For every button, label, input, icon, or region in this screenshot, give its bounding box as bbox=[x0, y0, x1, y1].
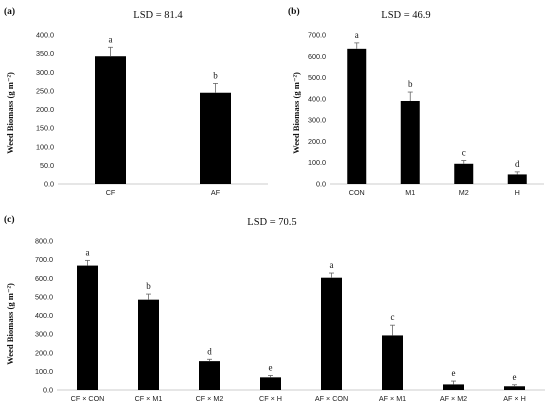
y-tick-label-a: 200.0 bbox=[36, 105, 54, 114]
bar-b-4 bbox=[507, 174, 527, 184]
significance-letter-c-8: e bbox=[513, 372, 517, 382]
bar-b-1 bbox=[347, 48, 367, 185]
bar-a-2 bbox=[200, 92, 231, 184]
y-tick-label-c: 100.0 bbox=[35, 367, 53, 376]
y-axis-label-b: Weed Biomass (g m⁻²) bbox=[291, 72, 301, 154]
bars-c: a CF × CON b CF × M1 d CF × M2 e CF × H a AF × CO… bbox=[71, 247, 526, 403]
bar-c-5 bbox=[321, 277, 342, 390]
bar-b-3 bbox=[454, 163, 474, 184]
y-tick-label-c: 700.0 bbox=[35, 255, 53, 264]
significance-letter-b-3: c bbox=[462, 148, 466, 158]
y-tick-label-a: 350.0 bbox=[36, 49, 54, 58]
chart-panel-a: (a) LSD = 81.4 Weed Biomass (g m⁻²) 0.0 5… bbox=[4, 6, 268, 197]
significance-letter-c-4: e bbox=[269, 362, 273, 372]
significance-letter-b-2: b bbox=[408, 79, 413, 89]
y-tick-label-b: 400.0 bbox=[308, 94, 326, 103]
y-tick-label-c: 800.0 bbox=[35, 237, 53, 246]
y-ticks-a: 0.0 50.0 100.0 150.0 200.0 250.0 300.0 350.0 400… bbox=[36, 31, 54, 189]
y-tick-label-a: 0.0 bbox=[44, 180, 54, 189]
bar-c-2 bbox=[138, 299, 159, 390]
chart-title-b: LSD = 46.9 bbox=[381, 10, 430, 21]
bar-c-8 bbox=[504, 386, 525, 390]
y-axis-label-a: Weed Biomass (g m⁻²) bbox=[5, 72, 15, 154]
bar-c-6 bbox=[382, 335, 403, 390]
y-tick-label-a: 150.0 bbox=[36, 124, 54, 133]
y-tick-label-c: 300.0 bbox=[35, 330, 53, 339]
x-tick-label-c-2: CF × M1 bbox=[135, 394, 163, 403]
significance-letter-c-3: d bbox=[207, 346, 212, 356]
significance-letter-a-2: b bbox=[213, 70, 218, 80]
y-tick-label-b: 500.0 bbox=[308, 73, 326, 82]
significance-letter-a-1: a bbox=[109, 34, 113, 44]
bar-b-2 bbox=[400, 100, 420, 184]
panel-tag-b: (b) bbox=[288, 6, 300, 17]
y-ticks-c: 0.0 100.0 200.0 300.0 400.0 500.0 600.0 700.0 80… bbox=[35, 237, 53, 395]
x-tick-label-c-3: CF × M2 bbox=[196, 394, 224, 403]
chart-title-c: LSD = 70.5 bbox=[247, 217, 296, 228]
y-tick-label-c: 0.0 bbox=[43, 386, 53, 395]
y-tick-label-c: 400.0 bbox=[35, 311, 53, 320]
x-tick-label-c-5: AF × CON bbox=[315, 394, 348, 403]
panel-tag-c: (c) bbox=[4, 214, 15, 225]
y-tick-label-c: 200.0 bbox=[35, 348, 53, 357]
bars-b: a CON b M1 c M2 d H bbox=[347, 30, 527, 197]
y-tick-label-a: 100.0 bbox=[36, 142, 54, 151]
bar-a-1 bbox=[95, 56, 126, 184]
y-tick-label-b: 200.0 bbox=[308, 137, 326, 146]
significance-letter-c-1: a bbox=[86, 247, 90, 257]
x-tick-label-b-1: CON bbox=[349, 188, 365, 197]
x-tick-label-b-2: M1 bbox=[405, 188, 415, 197]
y-tick-label-b: 600.0 bbox=[308, 52, 326, 61]
x-tick-label-b-4: H bbox=[515, 188, 520, 197]
y-tick-label-c: 500.0 bbox=[35, 292, 53, 301]
significance-letter-c-7: e bbox=[452, 368, 456, 378]
x-tick-label-a-2: AF bbox=[211, 188, 221, 197]
y-tick-label-a: 300.0 bbox=[36, 68, 54, 77]
x-tick-label-c-6: AF × M1 bbox=[379, 394, 406, 403]
x-tick-label-c-7: AF × M2 bbox=[440, 394, 467, 403]
bars-a: a CF b AF bbox=[95, 34, 231, 197]
significance-letter-b-4: d bbox=[515, 159, 520, 169]
y-tick-label-a: 50.0 bbox=[40, 161, 54, 170]
y-tick-label-b: 0.0 bbox=[316, 180, 326, 189]
chart-title-a: LSD = 81.4 bbox=[133, 10, 183, 21]
x-tick-label-c-4: CF × H bbox=[259, 394, 282, 403]
x-tick-label-a-1: CF bbox=[106, 188, 116, 197]
significance-letter-c-2: b bbox=[146, 281, 151, 291]
chart-panel-b: (b) LSD = 46.9 Weed Biomass (g m⁻²) 0.0 1… bbox=[288, 6, 544, 197]
chart-panel-c: (c) LSD = 70.5 Weed Biomass (g m⁻²) 0.0 1… bbox=[4, 214, 545, 403]
x-tick-label-b-3: M2 bbox=[459, 188, 469, 197]
bar-c-7 bbox=[443, 384, 464, 390]
significance-letter-c-5: a bbox=[330, 260, 334, 270]
significance-letter-c-6: c bbox=[391, 312, 395, 322]
y-tick-label-b: 300.0 bbox=[308, 116, 326, 125]
bar-c-4 bbox=[260, 377, 281, 390]
y-axis-label-c: Weed Biomass (g m⁻²) bbox=[5, 283, 15, 365]
y-tick-label-a: 400.0 bbox=[36, 31, 54, 40]
y-tick-label-a: 250.0 bbox=[36, 86, 54, 95]
y-tick-label-b: 100.0 bbox=[308, 158, 326, 167]
x-tick-label-c-1: CF × CON bbox=[71, 394, 105, 403]
bar-c-1 bbox=[77, 265, 98, 390]
panel-tag-a: (a) bbox=[4, 6, 15, 17]
y-ticks-b: 0.0 100.0 200.0 300.0 400.0 500.0 600.0 700.0 bbox=[308, 31, 326, 189]
bar-c-3 bbox=[199, 361, 220, 390]
x-tick-label-c-8: AF × H bbox=[503, 394, 526, 403]
y-tick-label-b: 700.0 bbox=[308, 31, 326, 40]
significance-letter-b-1: a bbox=[355, 30, 359, 40]
y-tick-label-c: 600.0 bbox=[35, 274, 53, 283]
